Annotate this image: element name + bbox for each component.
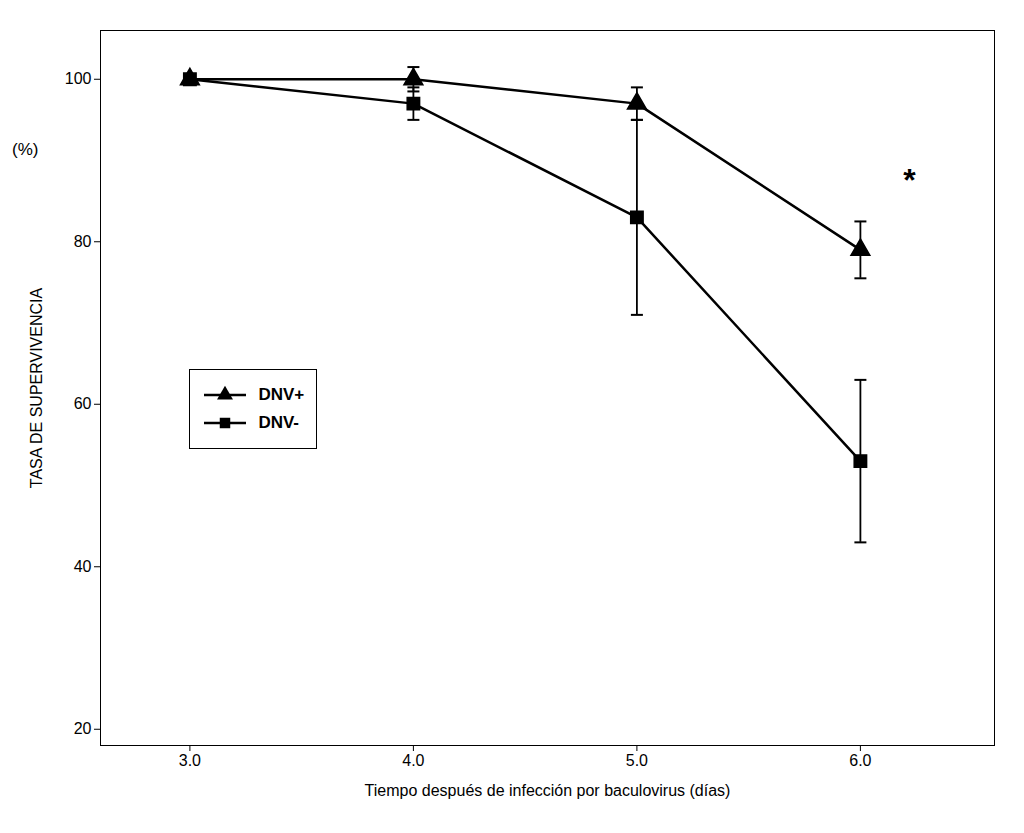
svg-text:80: 80 xyxy=(74,233,92,250)
svg-text:6.0: 6.0 xyxy=(849,752,871,769)
svg-text:100: 100 xyxy=(65,70,92,87)
svg-text:3.0: 3.0 xyxy=(179,752,201,769)
svg-text:4.0: 4.0 xyxy=(402,752,424,769)
svg-text:20: 20 xyxy=(74,720,92,737)
svg-text:Tiempo después de infección po: Tiempo después de infección por baculovi… xyxy=(365,782,731,799)
svg-text:5.0: 5.0 xyxy=(626,752,648,769)
svg-text:TASA DE SUPERVIVENCIA: TASA DE SUPERVIVENCIA xyxy=(28,287,45,488)
svg-text:*: * xyxy=(903,162,916,198)
svg-text:40: 40 xyxy=(74,558,92,575)
html-text:DNV+: DNV+ xyxy=(258,384,305,404)
html-text:DNV-: DNV- xyxy=(258,412,299,432)
svg-text:60: 60 xyxy=(74,395,92,412)
